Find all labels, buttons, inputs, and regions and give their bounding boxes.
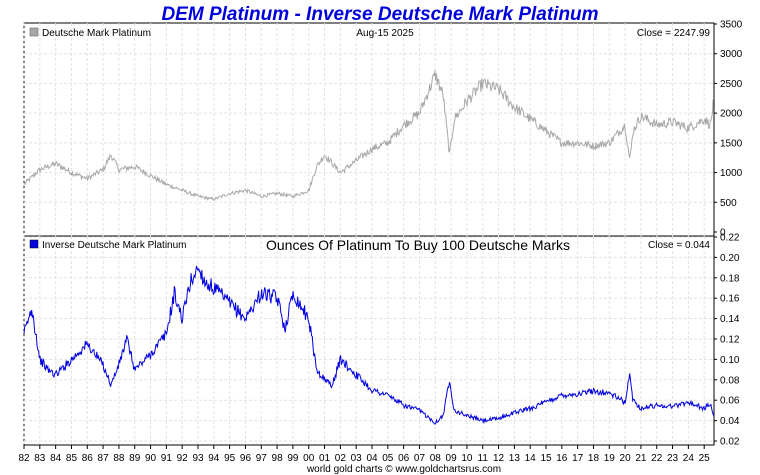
x-tick-label: 82: [18, 453, 30, 464]
x-tick-label: 19: [604, 453, 616, 464]
x-tick-label: 06: [398, 453, 410, 464]
chart-title: DEM Platinum - Inverse Deutsche Mark Pla…: [161, 4, 598, 25]
y-tick-label: 0.12: [720, 335, 740, 346]
x-tick-label: 92: [177, 453, 189, 464]
bottom-legend-swatch: [29, 239, 39, 249]
x-tick-label: 86: [82, 453, 94, 464]
x-tick-label: 87: [98, 453, 110, 464]
x-tick-label: 15: [540, 453, 552, 464]
x-tick-label: 17: [572, 453, 584, 464]
x-tick-label: 12: [493, 453, 505, 464]
x-tick-label: 16: [556, 453, 568, 464]
x-tick-label: 11: [478, 453, 489, 464]
y-tick-label: 2500: [720, 79, 743, 90]
y-tick-label: 0.14: [720, 314, 740, 325]
x-tick-label: 03: [351, 453, 363, 464]
x-tick-label: 01: [319, 453, 331, 464]
x-tick-label: 93: [192, 453, 204, 464]
bottom-panel-frame: [23, 235, 715, 446]
x-tick-label: 00: [303, 453, 315, 464]
bottom-legend-label: Inverse Deutsche Mark Platinum: [42, 240, 187, 251]
y-tick-label: 0.20: [720, 253, 740, 264]
x-tick-label: 02: [335, 453, 347, 464]
x-tick-label: 89: [129, 453, 141, 464]
x-tick-label: 97: [256, 453, 268, 464]
y-tick-label: 500: [720, 198, 737, 209]
deutsche-mark-platinum-series: [23, 70, 715, 201]
x-tick-label: 88: [113, 453, 125, 464]
x-tick-label: 90: [145, 453, 157, 464]
y-tick-label: 0.02: [720, 437, 740, 448]
y-tick-label: 1000: [720, 168, 743, 179]
y-tick-label: 0.10: [720, 355, 740, 366]
x-tick-label: 84: [50, 453, 62, 464]
x-tick-label: 09: [446, 453, 458, 464]
y-tick-label: 0.18: [720, 273, 740, 284]
x-tick-label: 83: [34, 453, 46, 464]
x-tick-label: 05: [382, 453, 394, 464]
x-tick-label: 96: [240, 453, 252, 464]
bottom-y-axis-ticks: 0.02 0.04 0.06 0.08 0.10 0.12 0.14 0.16 0.18 0.20…: [714, 233, 740, 448]
x-tick-label: 20: [620, 453, 632, 464]
y-tick-label: 0.08: [720, 375, 740, 386]
x-tick-label: 13: [509, 453, 521, 464]
bottom-gridlines: [23, 236, 714, 445]
top-legend-swatch: [29, 27, 39, 37]
x-tick-label: 21: [635, 453, 647, 464]
y-tick-label: 0.06: [720, 396, 740, 407]
x-tick-label: 99: [287, 453, 299, 464]
top-date-label: Aug-15 2025: [356, 28, 414, 39]
x-tick-label: 22: [651, 453, 663, 464]
x-tick-label: 14: [525, 453, 537, 464]
x-tick-label: 23: [667, 453, 679, 464]
footer-credit: world gold charts © www.goldchartsrus.co…: [306, 464, 501, 475]
inverse-deutsche-mark-platinum-series: [23, 265, 715, 425]
y-tick-label: 3500: [720, 20, 743, 31]
x-tick-label: 94: [208, 453, 220, 464]
top-gridlines: [23, 23, 714, 236]
x-tick-label: 25: [699, 453, 711, 464]
x-tick-label: 18: [588, 453, 600, 464]
x-tick-label: 08: [430, 453, 442, 464]
x-tick-label: 98: [272, 453, 284, 464]
x-tick-label: 85: [66, 453, 78, 464]
y-tick-label: 0.22: [720, 233, 740, 244]
y-tick-label: 1500: [720, 138, 743, 149]
x-tick-label: 91: [161, 453, 173, 464]
x-tick-label: 10: [461, 453, 473, 464]
x-axis-ticks: 82 83 84 85 86 87 88 89 90 91 92 93 94 95 96 97 98 99 00 01…: [18, 445, 710, 464]
top-legend-label: Deutsche Mark Platinum: [42, 28, 151, 39]
y-tick-label: 0.16: [720, 294, 740, 305]
x-tick-label: 24: [683, 453, 695, 464]
top-y-axis-ticks: 0 500 1000 1500 2000 2500 3000 3500: [714, 20, 743, 239]
x-tick-label: 04: [366, 453, 378, 464]
top-panel-frame: [23, 22, 715, 237]
bottom-subtitle: Ounces Of Platinum To Buy 100 Deutsche M…: [266, 237, 570, 253]
y-tick-label: 3000: [720, 49, 743, 60]
y-tick-label: 0: [720, 228, 726, 239]
y-tick-label: 0.04: [720, 416, 740, 427]
x-tick-label: 07: [414, 453, 426, 464]
bottom-close-label: Close = 0.044: [648, 240, 710, 251]
x-tick-label: 95: [224, 453, 236, 464]
top-close-label: Close = 2247.99: [637, 28, 711, 39]
y-tick-label: 2000: [720, 109, 743, 120]
